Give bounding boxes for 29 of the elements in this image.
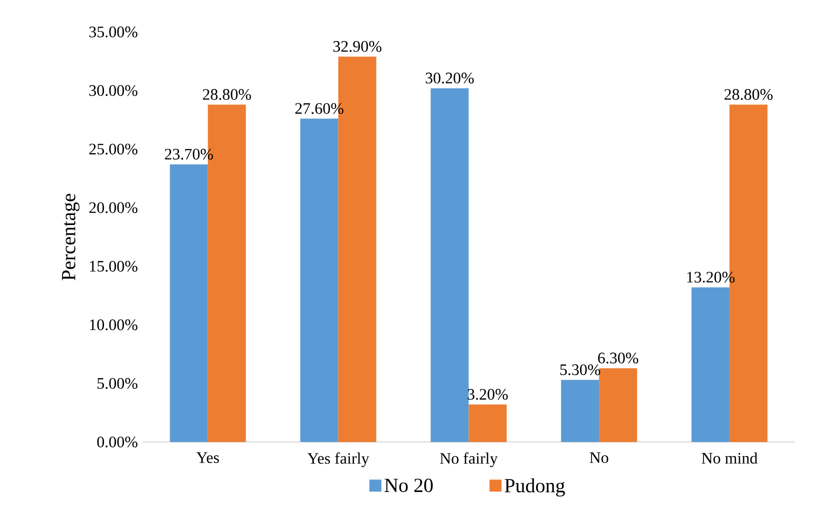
y-tick-label: 30.00% [89, 85, 138, 96]
bar [599, 368, 638, 442]
y-tick-label: 35.00% [89, 26, 138, 38]
x-tick-label: No [590, 452, 608, 464]
data-label: 28.80% [724, 89, 773, 100]
bar [430, 88, 469, 442]
y-tick-label: 0.00% [97, 436, 138, 448]
y-axis-title: Percentage [62, 194, 80, 280]
data-label: 30.20% [426, 72, 474, 84]
legend-label: No 20 [384, 478, 433, 492]
y-tick-label: 20.00% [89, 202, 138, 214]
bar [170, 164, 208, 442]
data-label: 6.30% [598, 352, 638, 364]
bar [300, 118, 338, 442]
x-tick-label: No fairly [440, 452, 498, 468]
y-tick-label: 15.00% [90, 260, 138, 272]
bar [561, 380, 600, 442]
y-tick-label: 25.00% [89, 144, 138, 155]
data-label: 32.90% [333, 41, 382, 52]
x-tick-label: No mind [702, 452, 758, 464]
bar [468, 404, 507, 442]
bar [691, 287, 730, 442]
x-tick-label: Yes [196, 452, 219, 464]
y-tick-label: 10.00% [90, 319, 138, 330]
data-label: 5.30% [560, 364, 600, 376]
legend-label: Pudong [504, 478, 565, 497]
y-tick-label: 5.00% [98, 378, 138, 389]
x-tick-label: Yes fairly [307, 452, 370, 468]
data-label: 28.80% [202, 89, 251, 100]
